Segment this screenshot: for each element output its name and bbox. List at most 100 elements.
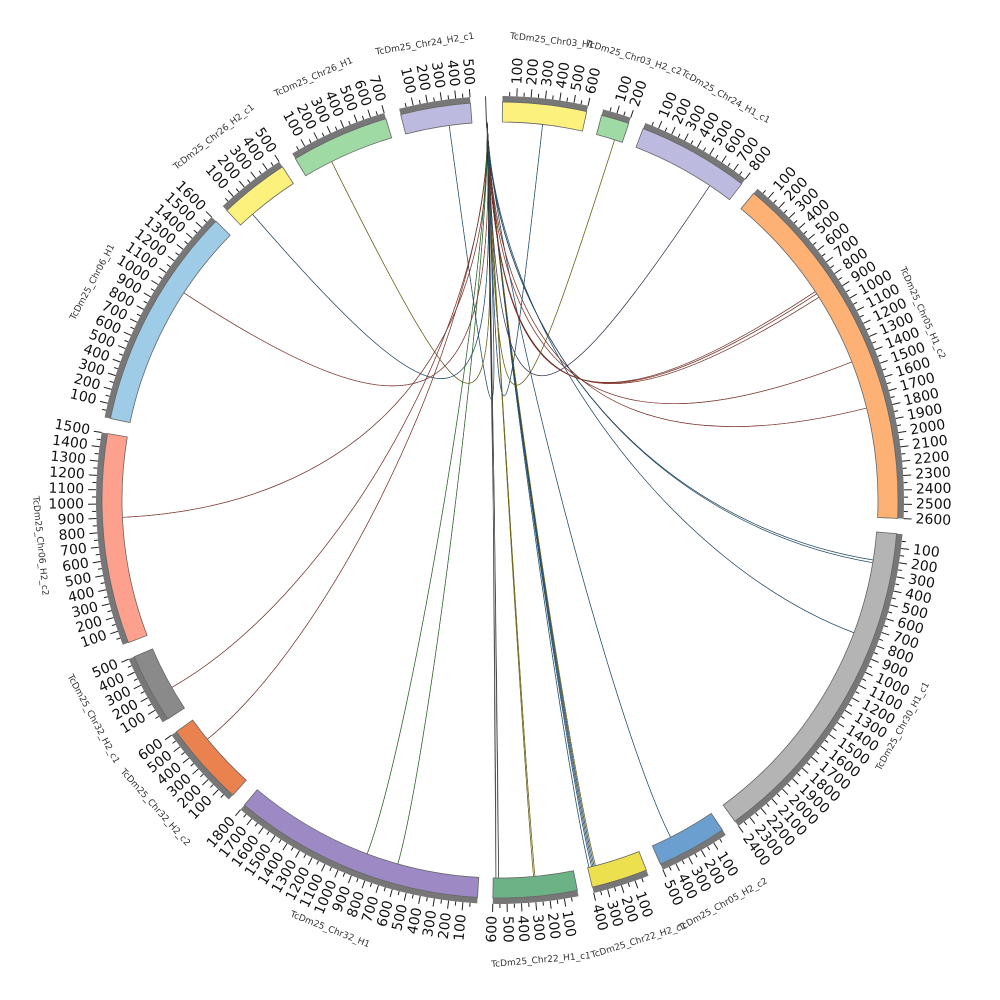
tick-label-tcdm25-chr22-h2-c1-200: 200 [617, 894, 640, 924]
minor-tick [715, 154, 719, 159]
minor-tick [719, 838, 723, 843]
tick-tcdm25-chr32-h2-c2-300 [192, 768, 199, 775]
minor-tick [321, 132, 325, 137]
tick-tcdm25-chr26-h1-700 [381, 105, 385, 114]
minor-tick [224, 197, 229, 202]
minor-tick [356, 878, 359, 883]
minor-tick [329, 866, 332, 872]
tick-tcdm25-chr05-h1-c2-1700 [888, 387, 897, 392]
tick-tcdm25-chr32-h1-100 [461, 902, 464, 911]
link-15 [486, 122, 595, 867]
tick-label-tcdm25-chr32-h1-700: 700 [359, 894, 382, 924]
tick-tcdm25-chr05-h2-c2-500 [662, 869, 667, 878]
tick-tcdm25-chr05-h1-c2-1900 [895, 416, 904, 420]
minor-tick [118, 353, 123, 356]
tick-tcdm25-chr05-h1-c2-600 [817, 245, 825, 251]
segment-name-tcdm25-chr03-h1: TcDm25_Chr03_H1 [508, 32, 594, 52]
link-5 [171, 122, 488, 688]
minor-tick [853, 301, 858, 305]
minor-tick [111, 623, 116, 627]
tick-tcdm25-chr06-h2-c2-400 [98, 589, 107, 593]
ruler-tcdm25-chr05-h2-c2 [660, 830, 726, 870]
band-tcdm25-chr22-h2-c1 [587, 850, 647, 888]
minor-tick [888, 611, 893, 614]
tick-label-tcdm25-chr30-h1-c1-200: 200 [910, 557, 939, 577]
tick-tcdm25-chr06-h2-c2-1300 [89, 459, 98, 462]
tick-tcdm25-chr05-h1-c2-500 [808, 233, 816, 240]
tick-label-tcdm25-chr06-h2-c2-1300: 1300 [50, 449, 87, 468]
link-8 [397, 122, 488, 865]
tick-label-tcdm25-chr06-h2-c2-700: 700 [59, 541, 87, 560]
minor-tick [107, 610, 112, 613]
minor-tick [158, 275, 163, 279]
tick-label-tcdm25-chr03-h1-300: 300 [539, 59, 558, 87]
minor-tick [100, 582, 105, 585]
segment-tcdm25-chr32-h1: 1002003004005006007008009001000110012001… [204, 789, 480, 950]
tick-label-tcdm25-chr03-h1-400: 400 [554, 61, 574, 90]
tick-tcdm25-chr24-h2-c1-100 [410, 97, 414, 106]
minor-tick [690, 140, 694, 145]
minor-tick [440, 899, 442, 904]
minor-tick [397, 891, 400, 896]
tick-tcdm25-chr30-h1-c1-1300 [844, 709, 853, 715]
tick-tcdm25-chr30-h1-c1-500 [890, 604, 898, 608]
tick-tcdm25-chr03-h1-400 [559, 92, 562, 101]
tick-tcdm25-chr30-h1-c1-600 [886, 618, 894, 622]
tick-tcdm25-chr26-h2-c1-100 [227, 190, 234, 197]
tick-label-tcdm25-chr05-h1-c2-2100: 2100 [911, 433, 948, 454]
tick-label-tcdm25-chr05-h1-c2-2500: 2500 [916, 496, 952, 512]
minor-tick [883, 625, 888, 628]
minor-tick [136, 313, 141, 317]
tick-tcdm25-chr32-h1-1100 [321, 863, 326, 872]
tick-tcdm25-chr32-h2-c1-100 [147, 709, 156, 715]
link-color-28 [486, 122, 615, 386]
tick-tcdm25-chr30-h1-c1-2300 [749, 817, 756, 824]
tick-tcdm25-chr30-h1-c1-2000 [782, 788, 789, 796]
minor-tick [95, 553, 100, 556]
tick-label-tcdm25-chr24-h2-c1-200: 200 [412, 63, 433, 92]
tick-tcdm25-chr06-h2-c2-700 [90, 546, 99, 549]
minor-tick [877, 354, 882, 357]
tick-tcdm25-chr32-h1-600 [389, 889, 393, 898]
minor-tick [254, 822, 258, 827]
tick-tcdm25-chr30-h1-c1-800 [876, 645, 885, 650]
link-2 [252, 122, 490, 379]
tick-label-tcdm25-chr05-h1-c2-2300: 2300 [915, 465, 952, 483]
minor-tick [124, 339, 129, 343]
tick-tcdm25-chr06-h1-100 [99, 400, 108, 404]
minor-tick [824, 739, 829, 743]
tick-label-tcdm25-chr06-h1-300: 300 [76, 356, 106, 379]
minor-tick [566, 97, 569, 102]
band-tcdm25-chr24-h1-c1 [635, 128, 743, 201]
tick-tcdm25-chr22-h2-c1-200 [620, 885, 625, 894]
tick-tcdm25-chr32-h1-400 [418, 895, 421, 904]
minor-tick [641, 878, 644, 883]
ruler-tcdm25-chr03-h1 [502, 96, 589, 112]
tick-tcdm25-chr22-h2-c1-300 [607, 889, 611, 898]
tick-label-tcdm25-chr06-h2-c2-900: 900 [57, 511, 84, 528]
minor-tick [361, 115, 365, 120]
tick-tcdm25-chr06-h1-300 [107, 372, 116, 377]
minor-tick [375, 111, 378, 116]
tick-label-tcdm25-chr03-h1-500: 500 [568, 63, 589, 92]
tick-tcdm25-chr32-h2-c1-400 [127, 671, 135, 677]
tick-tcdm25-chr32-h1-1600 [258, 827, 264, 835]
links-group [122, 122, 874, 878]
link-color-15 [486, 122, 595, 867]
minor-tick [552, 95, 554, 100]
tick-label-tcdm25-chr05-h1-c2-2400: 2400 [916, 481, 952, 498]
minor-tick [677, 133, 681, 138]
minor-tick [855, 691, 860, 694]
tick-tcdm25-chr06-h1-900 [143, 292, 151, 298]
tick-label-tcdm25-chr06-h1-200: 200 [72, 371, 102, 394]
minor-tick [900, 555, 905, 557]
tick-tcdm25-chr32-h2-c2-500 [173, 746, 181, 753]
tick-tcdm25-chr26-h2-c1-500 [274, 154, 280, 162]
tick-tcdm25-chr05-h2-c2-100 [713, 842, 719, 850]
minor-tick [707, 846, 711, 851]
tick-label-tcdm25-chr26-h1-700: 700 [365, 74, 388, 104]
minor-tick [447, 95, 450, 100]
tick-label-tcdm25-chr30-h1-c1-500: 500 [900, 600, 930, 622]
